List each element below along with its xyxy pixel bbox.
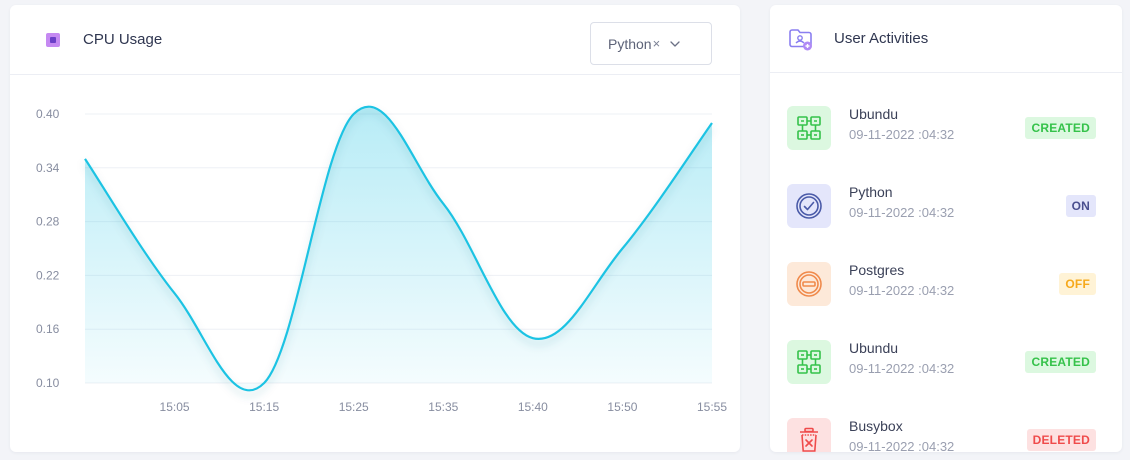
activity-item[interactable]: Postgres 09-11-2022 :04:32 OFF — [770, 248, 1122, 326]
cpu-usage-chart-svg: 0.40 0.34 0.28 0.22 0.16 0.10 15:05 15:15 15:25… — [36, 105, 728, 414]
activity-item[interactable]: Python 09-11-2022 :04:32 ON — [770, 170, 1122, 248]
data-point[interactable] — [261, 380, 267, 386]
y-tick-label: 0.22 — [36, 268, 60, 282]
chevron-down-icon — [669, 38, 681, 50]
check-circle-icon — [787, 184, 831, 228]
series-area — [85, 106, 712, 391]
process-select-value: Python — [608, 35, 652, 52]
activity-item[interactable]: Ubundu 09-11-2022 :04:32 CREATED — [770, 92, 1122, 170]
x-axis-ticks: 15:05 15:15 15:25 15:35 15:40 15:50 15:55 — [160, 400, 728, 414]
activity-name: Busybox — [849, 418, 903, 434]
y-tick-label: 0.40 — [36, 107, 60, 121]
trash-icon — [787, 418, 831, 452]
activity-item[interactable]: Busybox 09-11-2022 :04:32 DELETED — [770, 404, 1122, 452]
y-tick-label: 0.34 — [36, 161, 60, 175]
activity-name: Ubundu — [849, 106, 899, 122]
minus-circle-icon — [787, 262, 831, 306]
x-tick-label: 15:35 — [428, 400, 458, 414]
activity-time: 09-11-2022 :04:32 — [849, 439, 955, 452]
user-activities-card: User Activities Ubundu 09-11-2022 :04:32… — [770, 5, 1122, 452]
y-tick-label: 0.10 — [36, 376, 60, 390]
user-activities-header: User Activities — [770, 5, 1122, 73]
user-activities-title: User Activities — [834, 30, 929, 47]
x-tick-label: 15:25 — [339, 400, 369, 414]
data-point[interactable] — [709, 120, 715, 126]
cpu-usage-chart: 0.40 0.34 0.28 0.22 0.16 0.10 15:05 15:15 15:25… — [10, 76, 740, 452]
activity-name: Python — [849, 184, 893, 200]
data-point[interactable] — [440, 201, 446, 207]
activity-name: Ubundu — [849, 340, 899, 356]
network-nodes-icon — [787, 340, 831, 384]
y-tick-label: 0.28 — [36, 215, 60, 229]
process-select-clear[interactable]: × — [652, 36, 661, 51]
activity-list: Ubundu 09-11-2022 :04:32 CREATED Python … — [770, 74, 1122, 452]
data-point[interactable] — [530, 335, 536, 341]
data-point[interactable] — [619, 246, 625, 252]
x-tick-label: 15:55 — [697, 400, 727, 414]
y-axis-ticks: 0.40 0.34 0.28 0.22 0.16 0.10 — [36, 107, 60, 390]
x-tick-label: 15:15 — [249, 400, 279, 414]
network-nodes-icon — [787, 106, 831, 150]
activity-time: 09-11-2022 :04:32 — [849, 205, 955, 220]
activity-time: 09-11-2022 :04:32 — [849, 361, 955, 376]
process-select[interactable]: Python × — [590, 22, 712, 65]
data-point[interactable] — [172, 290, 178, 296]
cpu-usage-title: CPU Usage — [83, 31, 163, 48]
data-point[interactable] — [351, 111, 357, 117]
cpu-usage-header: CPU Usage Python × — [10, 5, 740, 75]
status-badge: CREATED — [1025, 117, 1096, 139]
cpu-usage-card: CPU Usage Python × 0.40 0.34 0.28 0.22 0.16 0.… — [10, 5, 740, 452]
activity-time: 09-11-2022 :04:32 — [849, 127, 955, 142]
data-point[interactable] — [82, 156, 88, 162]
activity-item[interactable]: Ubundu 09-11-2022 :04:32 CREATED — [770, 326, 1122, 404]
activity-name: Postgres — [849, 262, 905, 278]
x-tick-label: 15:40 — [518, 400, 548, 414]
activity-time: 09-11-2022 :04:32 — [849, 283, 955, 298]
status-badge: ON — [1065, 195, 1096, 217]
x-tick-label: 15:05 — [160, 400, 190, 414]
chart-series — [82, 105, 715, 392]
status-badge: OFF — [1059, 273, 1096, 295]
y-tick-label: 0.16 — [36, 322, 60, 336]
cpu-chip-icon — [40, 27, 66, 53]
status-badge: DELETED — [1026, 429, 1096, 451]
status-badge: CREATED — [1025, 351, 1096, 373]
series-line — [84, 105, 713, 392]
x-tick-label: 15:50 — [607, 400, 637, 414]
folder-user-icon — [788, 26, 814, 52]
